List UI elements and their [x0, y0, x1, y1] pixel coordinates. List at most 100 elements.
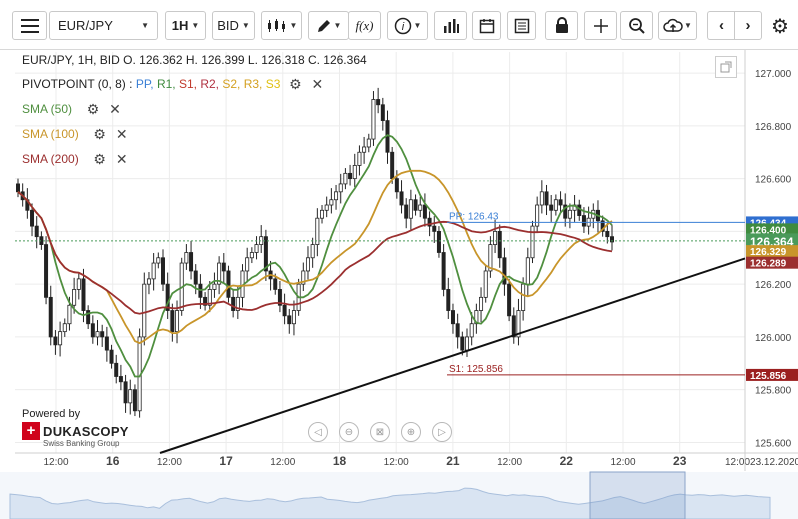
sma-200-line [17, 191, 613, 315]
candle-body [362, 146, 367, 153]
candle-body [81, 278, 86, 311]
lock-button[interactable] [545, 11, 578, 40]
time-tick-label: 12:00 [497, 457, 522, 468]
zoom-in-icon: ⊕ [406, 426, 416, 438]
time-tick-label: 21 [446, 454, 460, 468]
toolbar: EUR/JPY ▼ 1H ▼ BID ▼ ▼ ▼ f(x) i ▼ [0, 0, 798, 50]
time-tick-label: 12:00 [43, 457, 68, 468]
candle-body [53, 336, 58, 346]
candle-body [610, 236, 615, 243]
info-button[interactable]: i ▼ [387, 11, 428, 40]
volume-button[interactable] [434, 11, 467, 40]
candle-body [394, 178, 399, 193]
price-tag-label: 126.400 [750, 225, 787, 236]
candle-body [483, 270, 488, 298]
menu-button[interactable] [12, 11, 47, 40]
chevron-down-icon: ▼ [191, 21, 200, 30]
time-tick-label: 17 [219, 454, 233, 468]
zoom-out-icon: ⊖ [344, 426, 354, 438]
candle-body [212, 283, 217, 290]
time-tick-label: 12:00 [384, 457, 409, 468]
candle-body [530, 225, 535, 259]
magnifier-icon [628, 17, 645, 34]
crosshair-icon [593, 18, 608, 33]
chart-type-button[interactable]: ▼ [261, 11, 302, 40]
price-side-select[interactable]: BID ▼ [212, 11, 255, 40]
navigator-area [9, 487, 771, 519]
sma-100-line [17, 169, 613, 345]
timeframe-label: 1H [171, 18, 189, 33]
candle-body [221, 262, 226, 272]
time-tick-label: 22 [560, 454, 574, 468]
settings-button[interactable]: ⚙ [768, 14, 792, 38]
scroll-right-button[interactable]: › [734, 11, 762, 40]
zoom-out-button[interactable]: ⊖ [339, 422, 359, 442]
gear-icon[interactable]: ⚙ [93, 151, 106, 167]
indicators-button[interactable]: f(x) [348, 11, 381, 40]
candle-body [207, 289, 212, 306]
scroll-left-button[interactable]: ‹ [707, 11, 735, 40]
candle-body [352, 165, 357, 180]
chevron-left-icon: ◁ [314, 426, 322, 438]
price-tag [746, 256, 798, 269]
candle-body [446, 289, 451, 311]
gear-icon[interactable]: ⚙ [289, 76, 302, 92]
pivot-colon: : [125, 77, 136, 91]
nav-last-button[interactable]: ▷ [432, 422, 452, 442]
price-tag [746, 245, 798, 258]
crosshair-button[interactable] [584, 11, 617, 40]
candle-body [123, 381, 128, 404]
expand-button[interactable] [715, 56, 737, 78]
chevron-right-icon: ▷ [438, 426, 446, 438]
gear-icon[interactable]: ⚙ [93, 126, 106, 142]
time-tick-label: 12:00 [610, 457, 635, 468]
zoom-in-button[interactable]: ⊕ [401, 422, 421, 442]
draw-tool-button[interactable]: ▼ [308, 11, 349, 40]
candle-body [413, 199, 418, 211]
candle-body [581, 215, 586, 227]
candlestick-icon [267, 18, 285, 32]
candle-body [544, 191, 549, 206]
ohlc-legend: EUR/JPY, 1H, BID O. 126.362 H. 126.399 L… [22, 53, 367, 67]
ohlc-header: EUR/JPY, 1H, BID O. 126.362 H. 126.399 L… [22, 53, 367, 67]
calendar-button[interactable] [472, 11, 501, 40]
candle-body [376, 99, 381, 106]
chevron-right-icon: › [745, 17, 751, 34]
candle-body [109, 349, 114, 364]
news-button[interactable] [507, 11, 536, 40]
candle-body [67, 304, 72, 325]
price-chart[interactable]: 127.000 126.800 126.600 126.400 126.200 126.0… [0, 50, 798, 519]
zoom-button[interactable] [620, 11, 653, 40]
chart-area[interactable]: 127.000 126.800 126.600 126.400 126.200 126.0… [0, 50, 798, 519]
chevron-down-icon: ▼ [333, 21, 342, 30]
candle-body [455, 323, 460, 338]
gear-icon[interactable]: ⚙ [86, 101, 100, 117]
candle-body [418, 204, 423, 211]
symbol-select[interactable]: EUR/JPY ▼ [49, 11, 158, 40]
candle-body [165, 283, 170, 311]
close-icon[interactable]: ✕ [311, 76, 324, 92]
candle-body [320, 209, 325, 219]
close-icon[interactable]: ✕ [115, 151, 128, 167]
pivot-label-pp: PP, [135, 77, 157, 91]
candle-body [432, 225, 437, 232]
close-icon[interactable]: ✕ [115, 126, 128, 142]
timeframe-select[interactable]: 1H ▼ [165, 11, 206, 40]
time-tick-label: 18 [333, 454, 347, 468]
expand-icon [720, 61, 732, 73]
nav-first-button[interactable]: ◁ [308, 422, 328, 442]
price-side-label: BID [217, 18, 239, 33]
candle-body [118, 376, 123, 383]
candle-body [441, 252, 446, 290]
fit-button[interactable]: ⊠ [370, 422, 390, 442]
candle-body [371, 99, 376, 140]
candle-body [15, 183, 20, 193]
close-icon[interactable]: ✕ [109, 101, 121, 117]
candle-body [553, 199, 558, 211]
candle-body [160, 257, 165, 285]
candle-body [479, 296, 484, 311]
upload-button[interactable]: ▼ [658, 11, 697, 40]
fit-icon: ⊠ [375, 426, 385, 438]
candle-body [189, 252, 194, 272]
pivot-label-s1: S1, [178, 77, 201, 91]
